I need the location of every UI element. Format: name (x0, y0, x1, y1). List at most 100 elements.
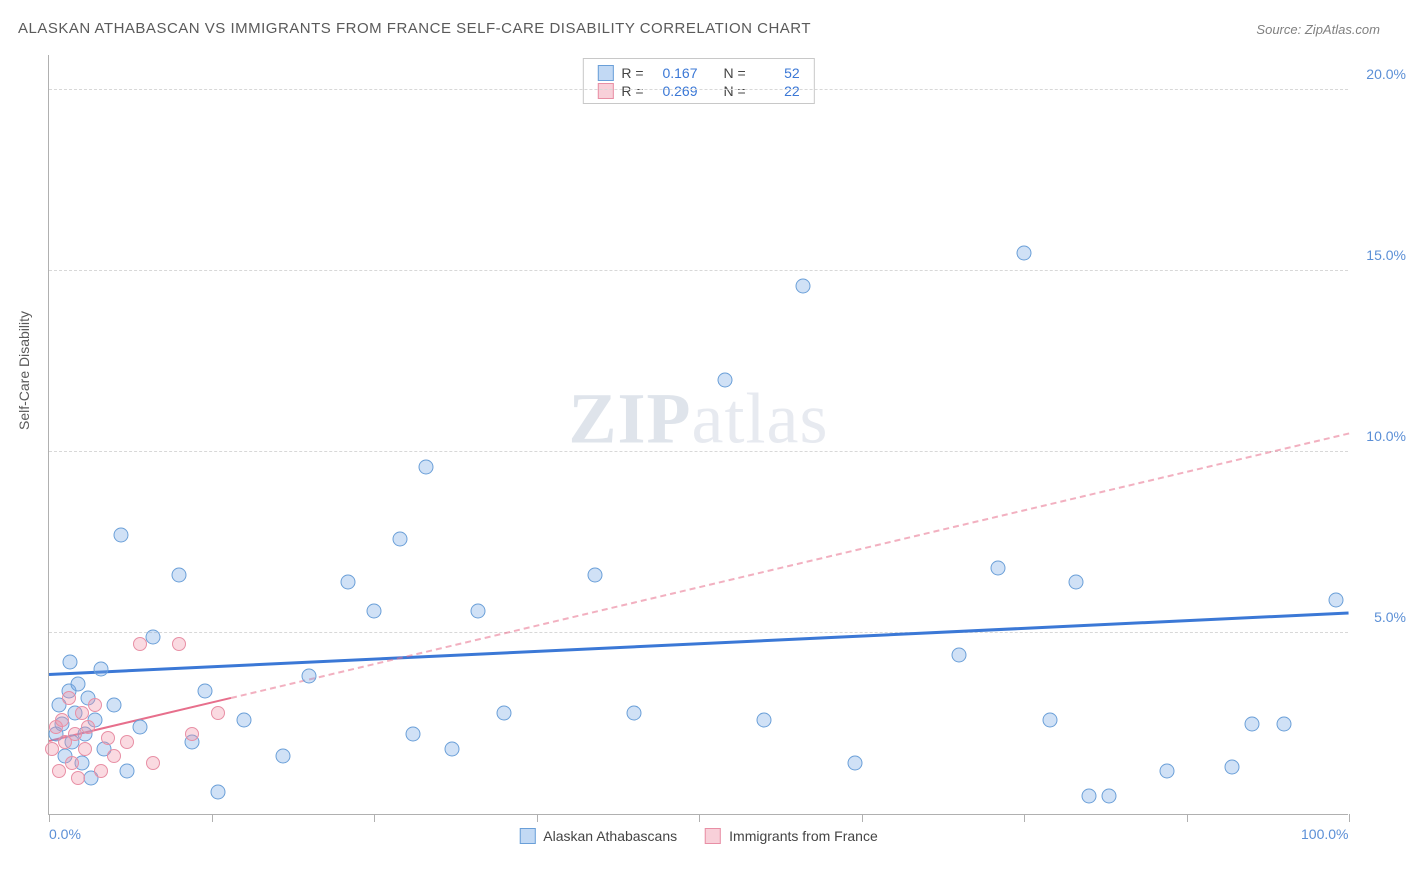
data-point-blue (718, 372, 733, 387)
data-point-pink (101, 731, 115, 745)
data-point-blue (1244, 716, 1259, 731)
x-tick-label: 0.0% (49, 826, 81, 842)
watermark: ZIPatlas (569, 378, 829, 461)
data-point-blue (1160, 763, 1175, 778)
swatch-blue (519, 828, 535, 844)
data-point-blue (471, 604, 486, 619)
swatch-blue (597, 65, 613, 81)
data-point-blue (62, 655, 77, 670)
data-point-pink (45, 742, 59, 756)
data-point-blue (848, 756, 863, 771)
data-point-blue (1082, 788, 1097, 803)
data-point-blue (367, 604, 382, 619)
data-point-blue (1277, 716, 1292, 731)
data-point-blue (1101, 788, 1116, 803)
y-tick-label: 20.0% (1366, 66, 1406, 82)
data-point-pink (68, 727, 82, 741)
data-point-blue (497, 705, 512, 720)
correlation-legend: R = 0.167 N = 52 R = 0.269 N = 22 (582, 58, 814, 104)
watermark-zip: ZIP (569, 379, 692, 459)
data-point-pink (146, 756, 160, 770)
y-tick-label: 5.0% (1374, 609, 1406, 625)
data-point-blue (237, 712, 252, 727)
y-axis-label: Self-Care Disability (16, 311, 32, 430)
data-point-blue (133, 720, 148, 735)
data-point-blue (796, 278, 811, 293)
data-point-blue (1329, 593, 1344, 608)
data-point-blue (94, 662, 109, 677)
data-point-pink (65, 756, 79, 770)
data-point-blue (406, 727, 421, 742)
data-point-blue (302, 669, 317, 684)
data-point-pink (172, 637, 186, 651)
source-value: ZipAtlas.com (1305, 22, 1380, 37)
legend-label-blue: Alaskan Athabascans (543, 828, 677, 844)
x-tick (862, 814, 863, 822)
data-point-pink (81, 720, 95, 734)
data-point-blue (1017, 246, 1032, 261)
r-value-blue: 0.167 (652, 65, 698, 81)
x-tick (374, 814, 375, 822)
source-attribution: Source: ZipAtlas.com (1256, 22, 1380, 37)
data-point-pink (62, 691, 76, 705)
source-label: Source: (1256, 22, 1301, 37)
data-point-blue (107, 698, 122, 713)
chart-title: ALASKAN ATHABASCAN VS IMMIGRANTS FROM FR… (18, 20, 811, 37)
trendline-blue (49, 612, 1349, 677)
data-point-blue (419, 459, 434, 474)
x-tick (537, 814, 538, 822)
data-point-blue (341, 575, 356, 590)
x-tick (212, 814, 213, 822)
gridline (49, 451, 1348, 452)
data-point-pink (55, 713, 69, 727)
data-point-blue (113, 528, 128, 543)
data-point-pink (75, 706, 89, 720)
r-label: R = (621, 65, 643, 81)
data-point-pink (52, 764, 66, 778)
y-tick-label: 15.0% (1366, 247, 1406, 263)
data-point-pink (211, 706, 225, 720)
gridline (49, 270, 1348, 271)
n-label: N = (724, 83, 746, 99)
data-point-pink (94, 764, 108, 778)
series-legend: Alaskan Athabascans Immigrants from Fran… (519, 828, 877, 844)
data-point-blue (991, 560, 1006, 575)
data-point-blue (146, 629, 161, 644)
x-tick (49, 814, 50, 822)
trendline-pink-dashed (231, 432, 1349, 698)
data-point-pink (71, 771, 85, 785)
data-point-blue (627, 705, 642, 720)
gridline (49, 89, 1348, 90)
n-value-pink: 22 (754, 83, 800, 99)
n-label: N = (724, 65, 746, 81)
data-point-blue (445, 741, 460, 756)
legend-item-blue: Alaskan Athabascans (519, 828, 677, 844)
data-point-blue (1069, 575, 1084, 590)
data-point-blue (120, 763, 135, 778)
data-point-blue (211, 785, 226, 800)
x-tick (1187, 814, 1188, 822)
data-point-pink (107, 749, 121, 763)
legend-label-pink: Immigrants from France (729, 828, 878, 844)
legend-row-pink: R = 0.269 N = 22 (597, 83, 799, 99)
x-tick (699, 814, 700, 822)
data-point-blue (198, 683, 213, 698)
x-tick (1349, 814, 1350, 822)
data-point-blue (757, 712, 772, 727)
scatter-plot-area: ZIPatlas R = 0.167 N = 52 R = 0.269 N = … (48, 55, 1348, 815)
data-point-blue (1225, 759, 1240, 774)
data-point-pink (78, 742, 92, 756)
n-value-blue: 52 (754, 65, 800, 81)
data-point-blue (70, 676, 85, 691)
data-point-blue (172, 568, 187, 583)
data-point-blue (276, 749, 291, 764)
data-point-blue (588, 568, 603, 583)
gridline (49, 632, 1348, 633)
data-point-blue (1043, 712, 1058, 727)
data-point-pink (88, 698, 102, 712)
swatch-pink (597, 83, 613, 99)
x-tick-label: 100.0% (1301, 826, 1348, 842)
data-point-blue (952, 647, 967, 662)
legend-row-blue: R = 0.167 N = 52 (597, 65, 799, 81)
legend-item-pink: Immigrants from France (705, 828, 878, 844)
